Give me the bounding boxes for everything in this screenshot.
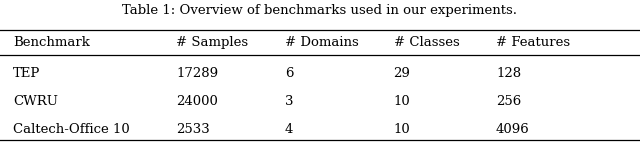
Text: # Classes: # Classes [394, 36, 460, 49]
Text: # Samples: # Samples [176, 36, 248, 49]
Text: CWRU: CWRU [13, 95, 58, 108]
Text: 4: 4 [285, 123, 293, 136]
Text: 128: 128 [496, 67, 521, 80]
Text: 256: 256 [496, 95, 521, 108]
Text: 6: 6 [285, 67, 293, 80]
Text: TEP: TEP [13, 67, 40, 80]
Text: 17289: 17289 [176, 67, 218, 80]
Text: 10: 10 [394, 123, 410, 136]
Text: Table 1: Overview of benchmarks used in our experiments.: Table 1: Overview of benchmarks used in … [122, 4, 518, 17]
Text: 4096: 4096 [496, 123, 530, 136]
Text: 10: 10 [394, 95, 410, 108]
Text: 3: 3 [285, 95, 293, 108]
Text: 24000: 24000 [176, 95, 218, 108]
Text: Caltech-Office 10: Caltech-Office 10 [13, 123, 129, 136]
Text: 29: 29 [394, 67, 410, 80]
Text: # Features: # Features [496, 36, 570, 49]
Text: 2533: 2533 [176, 123, 210, 136]
Text: Benchmark: Benchmark [13, 36, 90, 49]
Text: # Domains: # Domains [285, 36, 358, 49]
